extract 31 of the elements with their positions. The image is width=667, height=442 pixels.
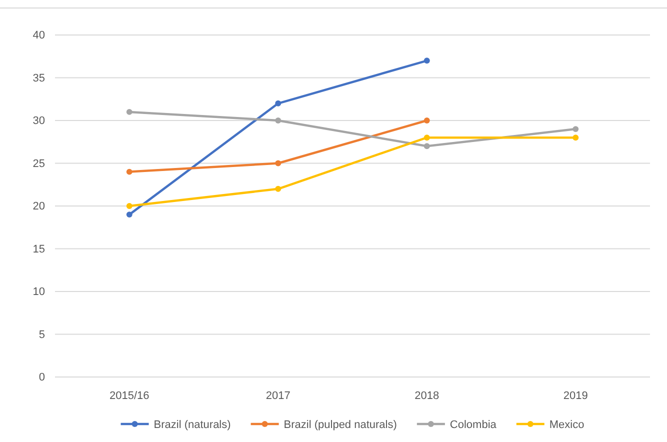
point [126,168,132,175]
legend-label: Brazil (naturals) [154,418,231,431]
x-tick-label: 2015/16 [109,390,150,402]
point [424,143,430,150]
point [126,203,132,209]
y-tick-label: 30 [32,115,45,128]
y-tick-label: 15 [32,243,45,256]
y-tick-label: 25 [32,158,45,170]
point [275,100,282,106]
legend-label: Colombia [450,418,498,431]
x-tick-label: 2017 [266,390,290,402]
point [275,186,282,192]
y-tick-label: 10 [32,286,45,298]
y-tick-label: 0 [38,372,45,384]
point [275,118,282,124]
x-tick-label: 2019 [563,390,588,402]
y-tick-label: 5 [38,328,45,341]
point [126,212,132,218]
point [424,134,430,141]
point [275,160,282,166]
point [424,118,430,124]
point [126,108,132,115]
y-tick-label: 35 [32,72,45,84]
point [572,126,579,132]
y-tick-label: 40 [32,30,45,42]
x-tick-label: 2018 [414,390,440,402]
point [424,58,430,64]
legend-label: Mexico [549,418,584,431]
y-tick-label: 20 [32,200,45,213]
point [572,134,579,141]
legend-label: Brazil (pulped naturals) [284,418,397,431]
